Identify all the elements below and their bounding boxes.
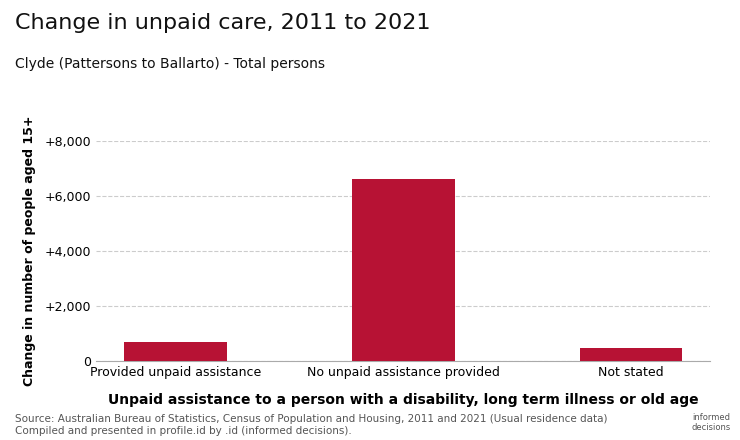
Y-axis label: Change in number of people aged 15+: Change in number of people aged 15+	[24, 116, 36, 386]
Bar	[352, 180, 454, 361]
Bar	[124, 341, 226, 361]
Text: Clyde (Pattersons to Ballarto) - Total persons: Clyde (Pattersons to Ballarto) - Total p…	[15, 57, 325, 71]
X-axis label: Unpaid assistance to a person with a disability, long term illness or old age: Unpaid assistance to a person with a dis…	[108, 392, 699, 407]
Text: .id: .id	[659, 414, 676, 427]
Text: informed
decisions: informed decisions	[692, 413, 731, 432]
Bar	[580, 348, 682, 361]
Text: Change in unpaid care, 2011 to 2021: Change in unpaid care, 2011 to 2021	[15, 13, 430, 33]
Text: Source: Australian Bureau of Statistics, Census of Population and Housing, 2011 : Source: Australian Bureau of Statistics,…	[15, 414, 608, 436]
